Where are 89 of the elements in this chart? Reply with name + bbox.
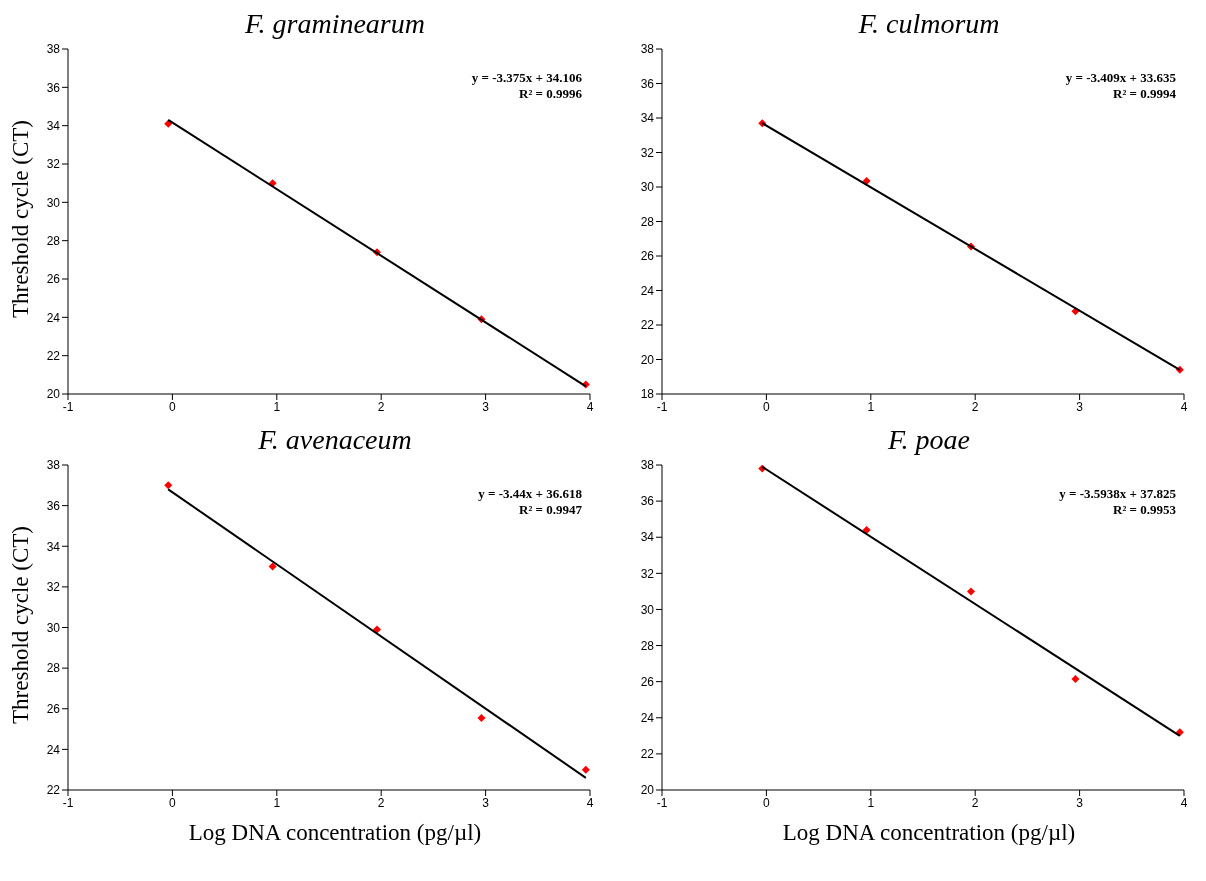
y-tick-label: 34 (640, 530, 655, 545)
chart-title: F. avenaceum (257, 424, 413, 457)
x-tick-label: 4 (1180, 795, 1188, 810)
x-tick-label: 3 (1076, 399, 1084, 414)
y-tick-label: 20 (46, 387, 61, 402)
x-tick-label: 2 (377, 795, 385, 810)
x-tick-label: 0 (169, 399, 177, 414)
y-tick-label: 24 (640, 711, 655, 726)
point (164, 119, 173, 128)
x-tick-label: -1 (656, 795, 668, 810)
x-tick-label: -1 (62, 795, 74, 810)
x-tick-label: 4 (586, 795, 594, 810)
y-tick-label: 20 (640, 352, 655, 367)
x-tick-label: 2 (377, 399, 385, 414)
y-tick-label: 22 (46, 348, 61, 363)
chart-title: F. graminearum (244, 8, 426, 41)
y-tick-label: 30 (46, 620, 61, 635)
y-axis-title: Threshold cycle (CT) (8, 120, 34, 318)
x-tick-label: 2 (971, 795, 979, 810)
annotation: R² = 0.9996 (518, 86, 582, 102)
y-tick-label: 32 (640, 145, 655, 160)
y-tick-label: 28 (46, 233, 61, 248)
x-axis-title: Log DNA concentration (pg/µl) (781, 820, 1077, 847)
y-tick-label: 34 (46, 118, 61, 133)
y-tick-label: 24 (640, 283, 655, 298)
x-tick-label: 4 (1180, 399, 1188, 414)
annotation: R² = 0.9953 (1112, 502, 1176, 518)
y-tick-label: 30 (640, 602, 655, 617)
y-tick-label: 32 (640, 566, 655, 581)
x-tick-label: 0 (169, 795, 177, 810)
annotation: y = -3.44x + 36.618 (478, 486, 582, 502)
y-tick-label: 26 (640, 674, 655, 689)
y-tick-label: 18 (640, 387, 655, 402)
y-tick-label: 30 (46, 195, 61, 210)
x-tick-label: 1 (867, 399, 875, 414)
x-tick-label: 0 (763, 795, 771, 810)
y-tick-label: 28 (640, 638, 655, 653)
point (967, 587, 976, 596)
y-tick-label: 38 (46, 42, 61, 57)
x-tick-label: 0 (763, 399, 771, 414)
y-tick-label: 28 (640, 214, 655, 229)
y-tick-label: 38 (640, 458, 655, 473)
y-tick-label: 30 (640, 180, 655, 195)
y-tick-label: 24 (46, 310, 61, 325)
x-tick-label: 3 (482, 795, 490, 810)
y-tick-label: 34 (46, 539, 61, 554)
chart-title: F. poae (887, 424, 971, 457)
x-tick-label: -1 (62, 399, 74, 414)
point (1071, 674, 1080, 683)
annotation: y = -3.409x + 33.635 (1065, 70, 1176, 86)
point (477, 713, 486, 722)
x-tick-label: 1 (867, 795, 875, 810)
y-tick-label: 26 (46, 702, 61, 717)
point (862, 176, 871, 185)
y-axis-title: Threshold cycle (CT) (8, 526, 34, 724)
y-tick-label: 22 (640, 318, 655, 333)
y-tick-label: 32 (46, 157, 61, 172)
y-tick-label: 34 (640, 111, 655, 126)
x-tick-label: 3 (482, 399, 490, 414)
annotation: y = -3.375x + 34.106 (471, 70, 582, 86)
y-tick-label: 22 (640, 747, 655, 762)
annotation: R² = 0.9994 (1112, 86, 1176, 102)
x-tick-label: 4 (586, 399, 594, 414)
x-tick-label: 2 (971, 399, 979, 414)
y-tick-label: 32 (46, 580, 61, 595)
x-tick-label: -1 (656, 399, 668, 414)
y-tick-label: 24 (46, 742, 61, 757)
x-tick-label: 3 (1076, 795, 1084, 810)
point (581, 765, 590, 774)
y-tick-label: 36 (46, 80, 61, 95)
y-tick-label: 26 (46, 272, 61, 287)
y-tick-label: 36 (46, 498, 61, 513)
y-tick-label: 38 (640, 42, 655, 57)
y-tick-label: 26 (640, 249, 655, 264)
point (862, 526, 871, 534)
x-axis-title: Log DNA concentration (pg/µl) (187, 820, 483, 847)
y-tick-label: 28 (46, 661, 61, 676)
point (268, 562, 277, 571)
y-tick-label: 22 (46, 783, 61, 798)
y-tick-label: 36 (640, 76, 655, 91)
x-tick-label: 1 (273, 795, 281, 810)
annotation: y = -3.5938x + 37.825 (1059, 486, 1176, 502)
chart-title: F. culmorum (857, 8, 1001, 41)
y-tick-label: 36 (640, 494, 655, 509)
y-tick-label: 20 (640, 783, 655, 798)
annotation: R² = 0.9947 (518, 502, 582, 518)
point (164, 481, 173, 490)
x-tick-label: 1 (273, 399, 281, 414)
y-tick-label: 38 (46, 458, 61, 473)
